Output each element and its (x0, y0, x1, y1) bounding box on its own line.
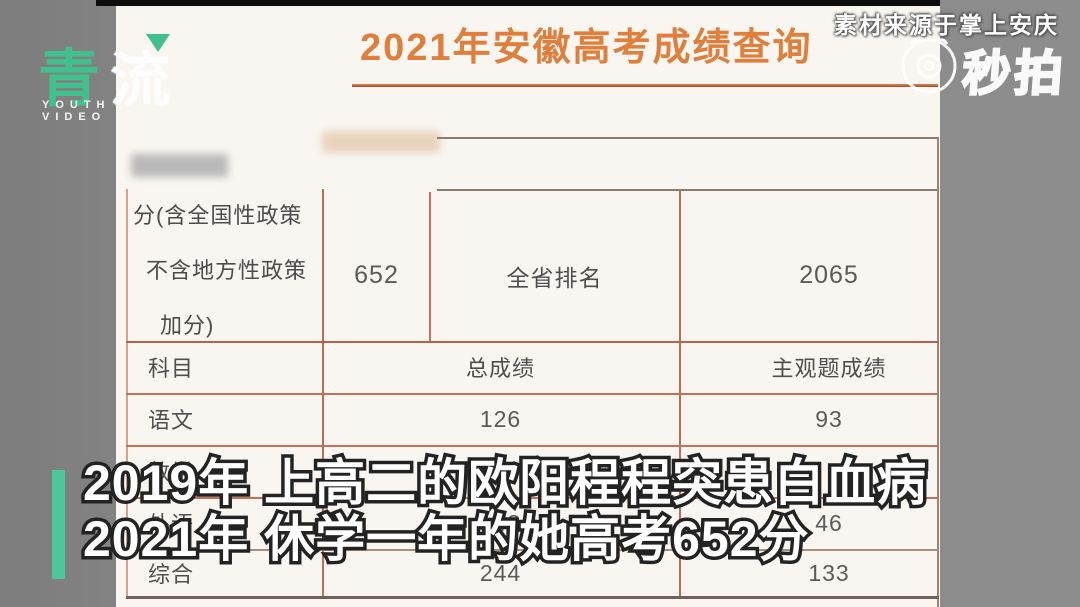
subtitle-line-2: 2021年 休学一年的她高考652分 (80, 508, 813, 571)
title-underline (352, 84, 938, 87)
table-bottom-line (126, 596, 939, 599)
score-query-screenshot: 2021年安徽高考成绩查询 分(含全国性政策 不含地方性政策 加分) 652 全… (116, 0, 940, 607)
miaopai-camera-icon (893, 28, 965, 105)
score-label-line2: 不含地方性政策 (146, 258, 308, 283)
source-credit-watermark: 素材来源于掌上安庆 (834, 12, 1059, 38)
top-black-bar (96, 0, 940, 6)
rank-value: 2065 (799, 260, 859, 289)
miaopai-wordmark: 秒拍 (960, 47, 1070, 103)
table-row-line (126, 341, 939, 343)
col-header-subject: 科目 (148, 356, 195, 381)
row-chinese-label: 语文 (148, 408, 195, 433)
total-score-value: 652 (354, 260, 399, 289)
row-foreign-language-label: 外语 (148, 512, 195, 537)
row-foreign-language-total: 143 (479, 509, 522, 536)
subtitle-line-1: 2019年 上高二的欧阳程程突患白血病 (79, 452, 929, 515)
table-row-line (126, 393, 939, 395)
row-chinese-subjective: 93 (815, 405, 843, 432)
row-comprehensive-label: 综合 (148, 562, 195, 587)
blurred-info-patch (322, 131, 440, 153)
row-foreign-language-subjective: 46 (815, 509, 843, 536)
row-chinese-total: 126 (479, 405, 522, 432)
table-line-top (437, 137, 938, 139)
page-title: 2021年安徽高考成绩查询 (360, 27, 813, 69)
col-header-subjective: 主观题成绩 (771, 356, 887, 381)
row-math-label: 数学 (148, 460, 195, 485)
blurred-name-patch (131, 154, 228, 177)
row-comprehensive-total: 244 (479, 559, 522, 586)
table-row-line (126, 549, 939, 551)
logo-triangle-icon (146, 34, 170, 52)
col-header-total: 总成绩 (465, 356, 535, 381)
score-label-line3: 加分) (160, 313, 215, 338)
logo-tagline: YOUTH VIDEO (42, 99, 111, 123)
row-comprehensive-subjective: 133 (808, 559, 850, 586)
table-row-line (126, 445, 939, 447)
table-border-col2 (429, 192, 431, 343)
rank-label: 全省排名 (506, 264, 603, 291)
table-border-right (937, 137, 939, 607)
logo-char-green: 青 (38, 45, 101, 114)
logo-char-white: 流 (110, 47, 170, 114)
subtitle-accent-bar (52, 470, 65, 579)
score-label: 分(含全国性政策 不含地方性政策 加分) (128, 188, 322, 353)
table-row-line (126, 497, 939, 499)
table-line (437, 189, 938, 191)
score-label-line1: 分(含全国性政策 (133, 203, 303, 228)
